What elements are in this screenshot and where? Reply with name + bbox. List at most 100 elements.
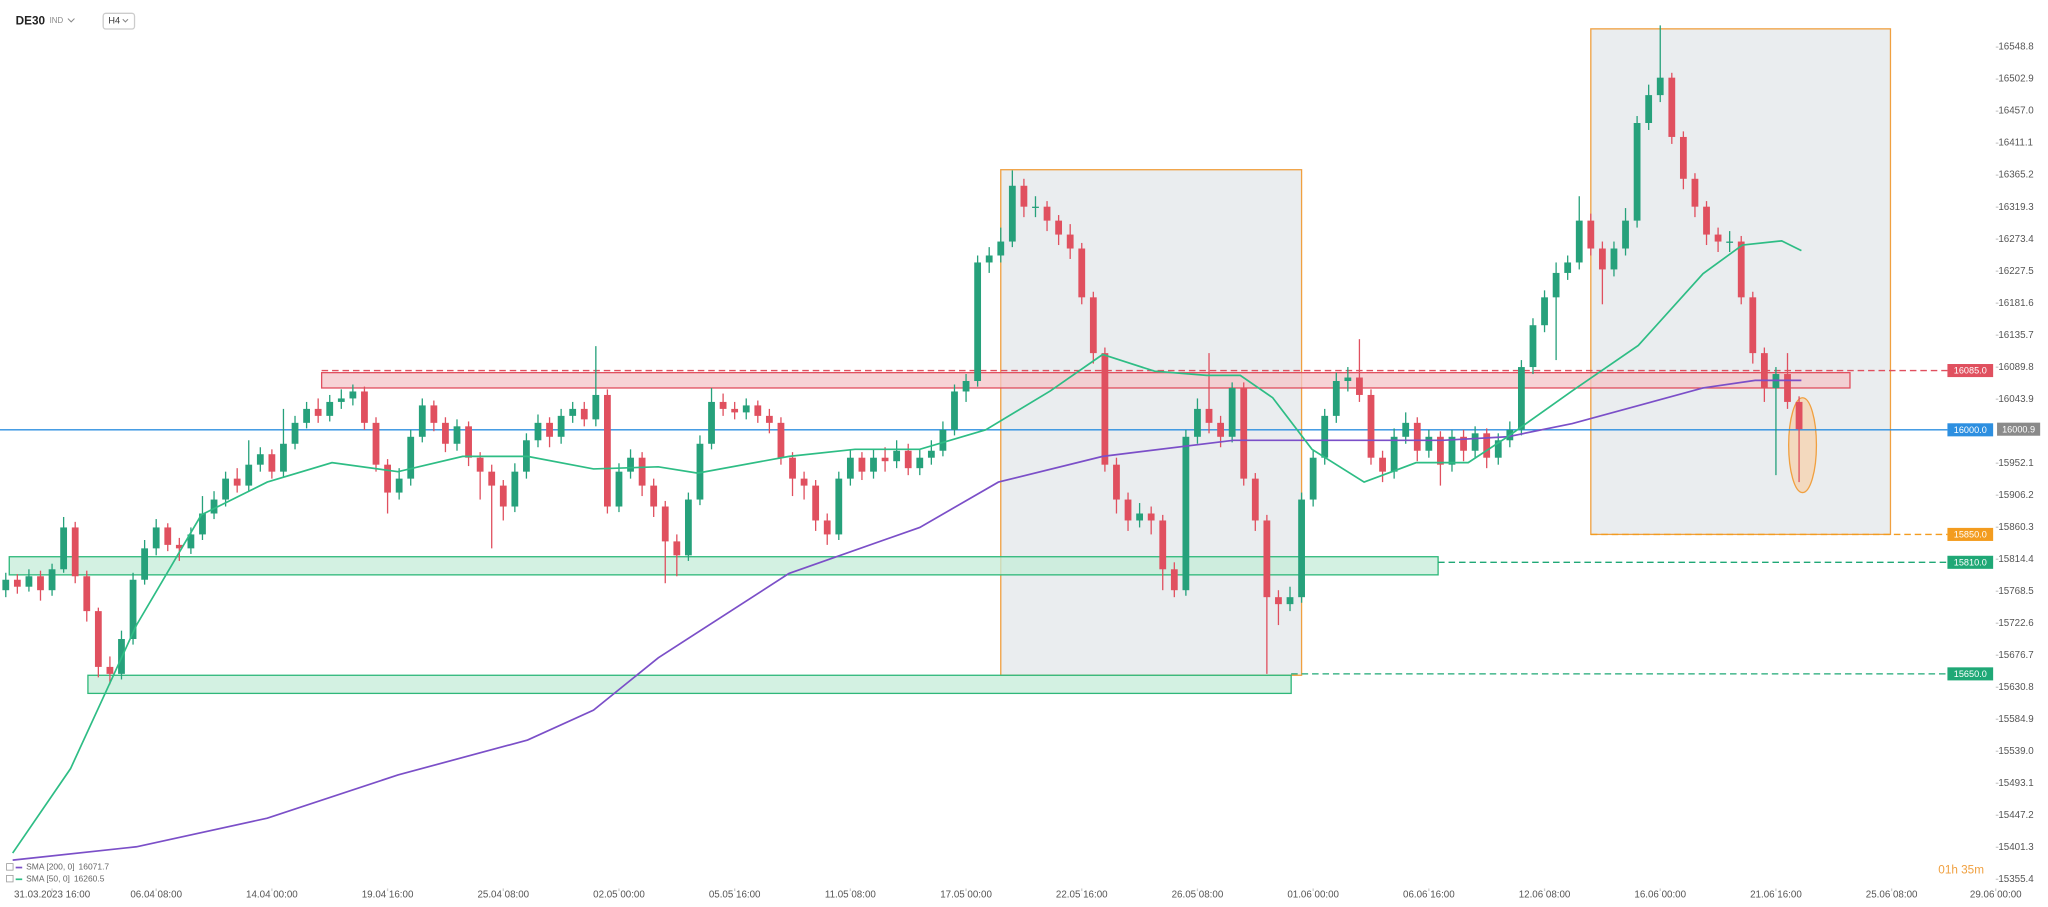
candle-body (719, 401, 727, 409)
y-tick-label: 15355.4 (1998, 874, 2034, 885)
candle-body (1726, 241, 1734, 243)
y-tick-label: 16043.9 (1998, 394, 2033, 405)
x-tick-label: 14.04 00:00 (246, 890, 298, 901)
candle-body (546, 422, 553, 437)
candle-body (395, 478, 403, 493)
candle-body (661, 506, 669, 542)
candle-body (1691, 178, 1699, 207)
symbol-dropdown[interactable] (67, 18, 75, 23)
candles (2, 25, 1803, 685)
level-label-box (1947, 667, 1994, 681)
level-label: 15810.0 (1954, 557, 1987, 567)
levels (0, 369, 1948, 675)
candle-body (962, 381, 970, 392)
level-label: 16000.0 (1954, 425, 1987, 435)
candle-body (1575, 220, 1583, 263)
candle-body (1194, 408, 1201, 437)
candle-body (442, 422, 449, 444)
candle-body (1622, 220, 1629, 249)
candle-body (268, 454, 276, 472)
candle-body (476, 457, 484, 472)
y-tick-label: 15584.9 (1998, 714, 2033, 725)
interval[interactable]: H4 (108, 16, 120, 26)
candle-body (916, 457, 924, 469)
zones (8, 28, 1892, 695)
candle-body (858, 457, 866, 472)
candle-body (1460, 436, 1467, 451)
candle-body (604, 394, 611, 507)
y-tick-label: 16227.5 (1998, 266, 2034, 277)
candle-body (1078, 248, 1086, 298)
candle-body (742, 405, 750, 413)
candle-body (777, 422, 785, 458)
y-tick-label: 15676.7 (1998, 650, 2033, 661)
candle-body (569, 408, 577, 416)
candle-body (1170, 569, 1178, 591)
candle-body (731, 408, 739, 413)
x-tick-label: 06.04 08:00 (130, 890, 182, 901)
last-price-box (1997, 422, 2041, 436)
candle-body (418, 405, 426, 437)
candle-body (337, 398, 345, 402)
candle-body (800, 478, 808, 486)
y-tick-label: 16457.0 (1998, 106, 2034, 117)
candle-body (187, 534, 195, 549)
candle-body (1113, 464, 1120, 500)
level-labels: 16085.0 16000.0 15850.0 15810.0 15650.0 16000… (1947, 364, 2041, 681)
candle-body (25, 576, 33, 587)
candle-body (361, 391, 368, 423)
candle-body (71, 527, 79, 577)
y-tick-label: 16181.6 (1998, 298, 2034, 309)
candle-body (152, 527, 160, 549)
x-tick-label: 16.06 00:00 (1634, 890, 1686, 901)
candle-body (1425, 436, 1433, 451)
zone (8, 556, 1439, 576)
interval-dropdown[interactable] (122, 18, 129, 23)
candle-body (1448, 436, 1456, 465)
candle-body (1390, 436, 1398, 472)
candle-body (615, 471, 623, 507)
candle-body (453, 426, 461, 444)
candle-body (1159, 520, 1167, 570)
candle-body (2, 579, 10, 591)
level-label-box (1947, 423, 1994, 437)
candle-body (210, 499, 218, 514)
candle-body (1298, 499, 1305, 598)
x-tick-label: 22.05 16:00 (1056, 890, 1108, 901)
candle-body (673, 541, 681, 556)
legend-name: SMA [200, 0] (26, 862, 75, 872)
y-tick-label: 15539.0 (1998, 746, 2034, 757)
candle-body (1147, 513, 1155, 521)
candle-body (754, 405, 762, 416)
candle-body (488, 471, 496, 486)
legend-name: SMA [50, 0] (26, 874, 70, 884)
candle-body (94, 611, 102, 667)
candle-body (1055, 220, 1063, 235)
candle-body (1633, 123, 1641, 221)
y-tick-label: 15906.2 (1998, 490, 2033, 501)
candle-body (48, 569, 56, 591)
symbol[interactable]: DE30 (16, 14, 46, 27)
candle-body (1703, 206, 1710, 235)
candle-body (245, 464, 253, 486)
candle-body (1679, 136, 1687, 179)
candle-body (499, 485, 507, 507)
x-tick-label: 25.06 08:00 (1866, 890, 1918, 901)
candle-body (939, 429, 947, 451)
candle-body (765, 415, 773, 423)
candle-body (1205, 408, 1213, 423)
candle-body (1043, 206, 1051, 221)
candle-body (1437, 436, 1444, 465)
y-tick-label: 15722.6 (1998, 618, 2034, 629)
candle-body (696, 443, 704, 500)
interval-box[interactable] (102, 12, 136, 30)
candle-body (1645, 95, 1653, 124)
candle-body (1124, 499, 1132, 521)
candle-body (511, 471, 519, 507)
level-label: 15850.0 (1954, 529, 1987, 539)
x-tick-label: 21.06 16:00 (1750, 890, 1802, 901)
candle-body (974, 262, 982, 382)
level-label-box (1947, 364, 1994, 378)
candle-body (1321, 415, 1329, 458)
